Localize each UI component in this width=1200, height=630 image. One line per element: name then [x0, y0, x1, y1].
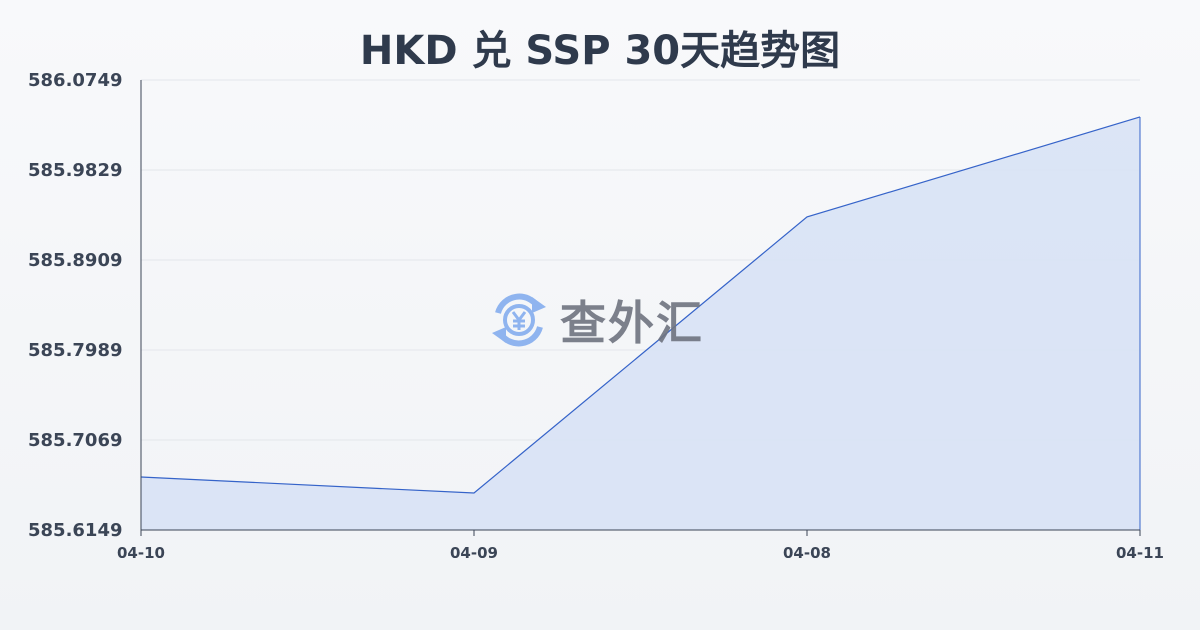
watermark: 查外汇: [488, 287, 704, 353]
x-tick-label: 04-11: [1116, 544, 1164, 562]
y-tick-label: 586.0749: [28, 70, 123, 91]
y-tick-label: 585.7989: [28, 340, 123, 361]
y-tick-label: 585.8909: [28, 250, 123, 271]
y-tick-label: 585.9829: [28, 160, 123, 181]
y-tick-label: 585.6149: [28, 520, 123, 541]
series-line: [140, 116, 1141, 494]
chart-title: HKD 兑 SSP 30天趋势图: [359, 28, 841, 74]
x-tick-label: 04-10: [117, 544, 165, 562]
x-tick-label: 04-09: [450, 544, 498, 562]
x-tick-label: 04-08: [783, 544, 831, 562]
y-tick-label: 585.7069: [28, 430, 123, 451]
watermark-text: 查外汇: [560, 296, 704, 350]
area-fill: [141, 116, 1140, 530]
yen-exchange-icon: [492, 293, 546, 347]
